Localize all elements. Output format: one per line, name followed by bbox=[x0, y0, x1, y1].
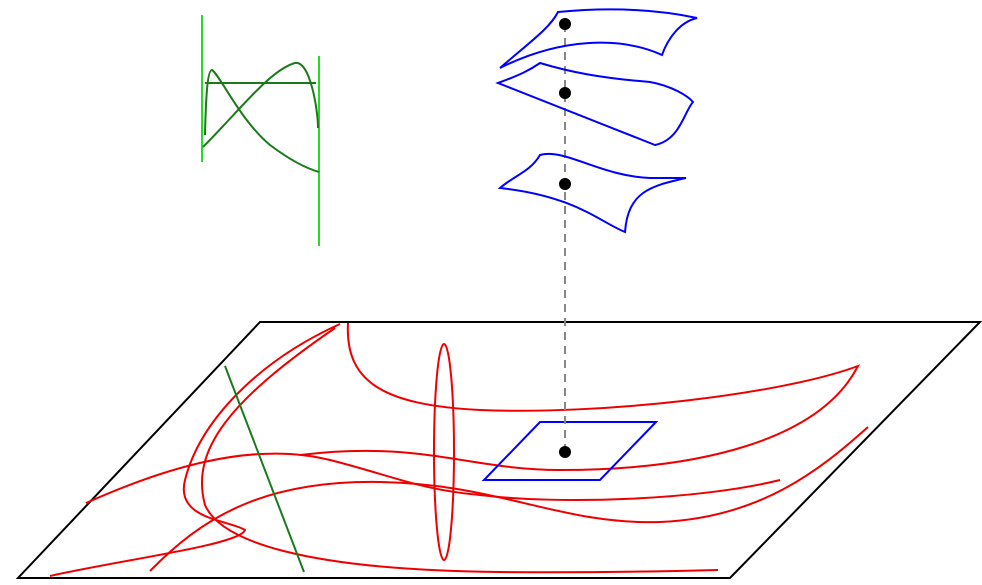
point bbox=[559, 446, 571, 458]
blue-square bbox=[481, 421, 659, 481]
red-curve bbox=[85, 452, 781, 504]
point bbox=[559, 87, 571, 99]
blue-fiber bbox=[499, 8, 698, 69]
points bbox=[559, 18, 571, 458]
red-curve bbox=[299, 322, 861, 472]
red-curve bbox=[200, 327, 719, 574]
green-fiber bbox=[201, 15, 320, 246]
blue-fibers bbox=[495, 8, 698, 234]
red-curve bbox=[49, 323, 341, 577]
point bbox=[559, 18, 571, 30]
base-plane bbox=[15, 321, 982, 579]
green-curve bbox=[202, 62, 319, 148]
red-loop bbox=[433, 343, 455, 561]
red-curves bbox=[49, 322, 869, 577]
green-curve bbox=[204, 68, 320, 173]
blue-fiber bbox=[497, 152, 687, 234]
green-line bbox=[224, 365, 305, 573]
point bbox=[559, 178, 571, 190]
red-curve bbox=[149, 426, 869, 572]
blue-fiber bbox=[495, 61, 695, 147]
